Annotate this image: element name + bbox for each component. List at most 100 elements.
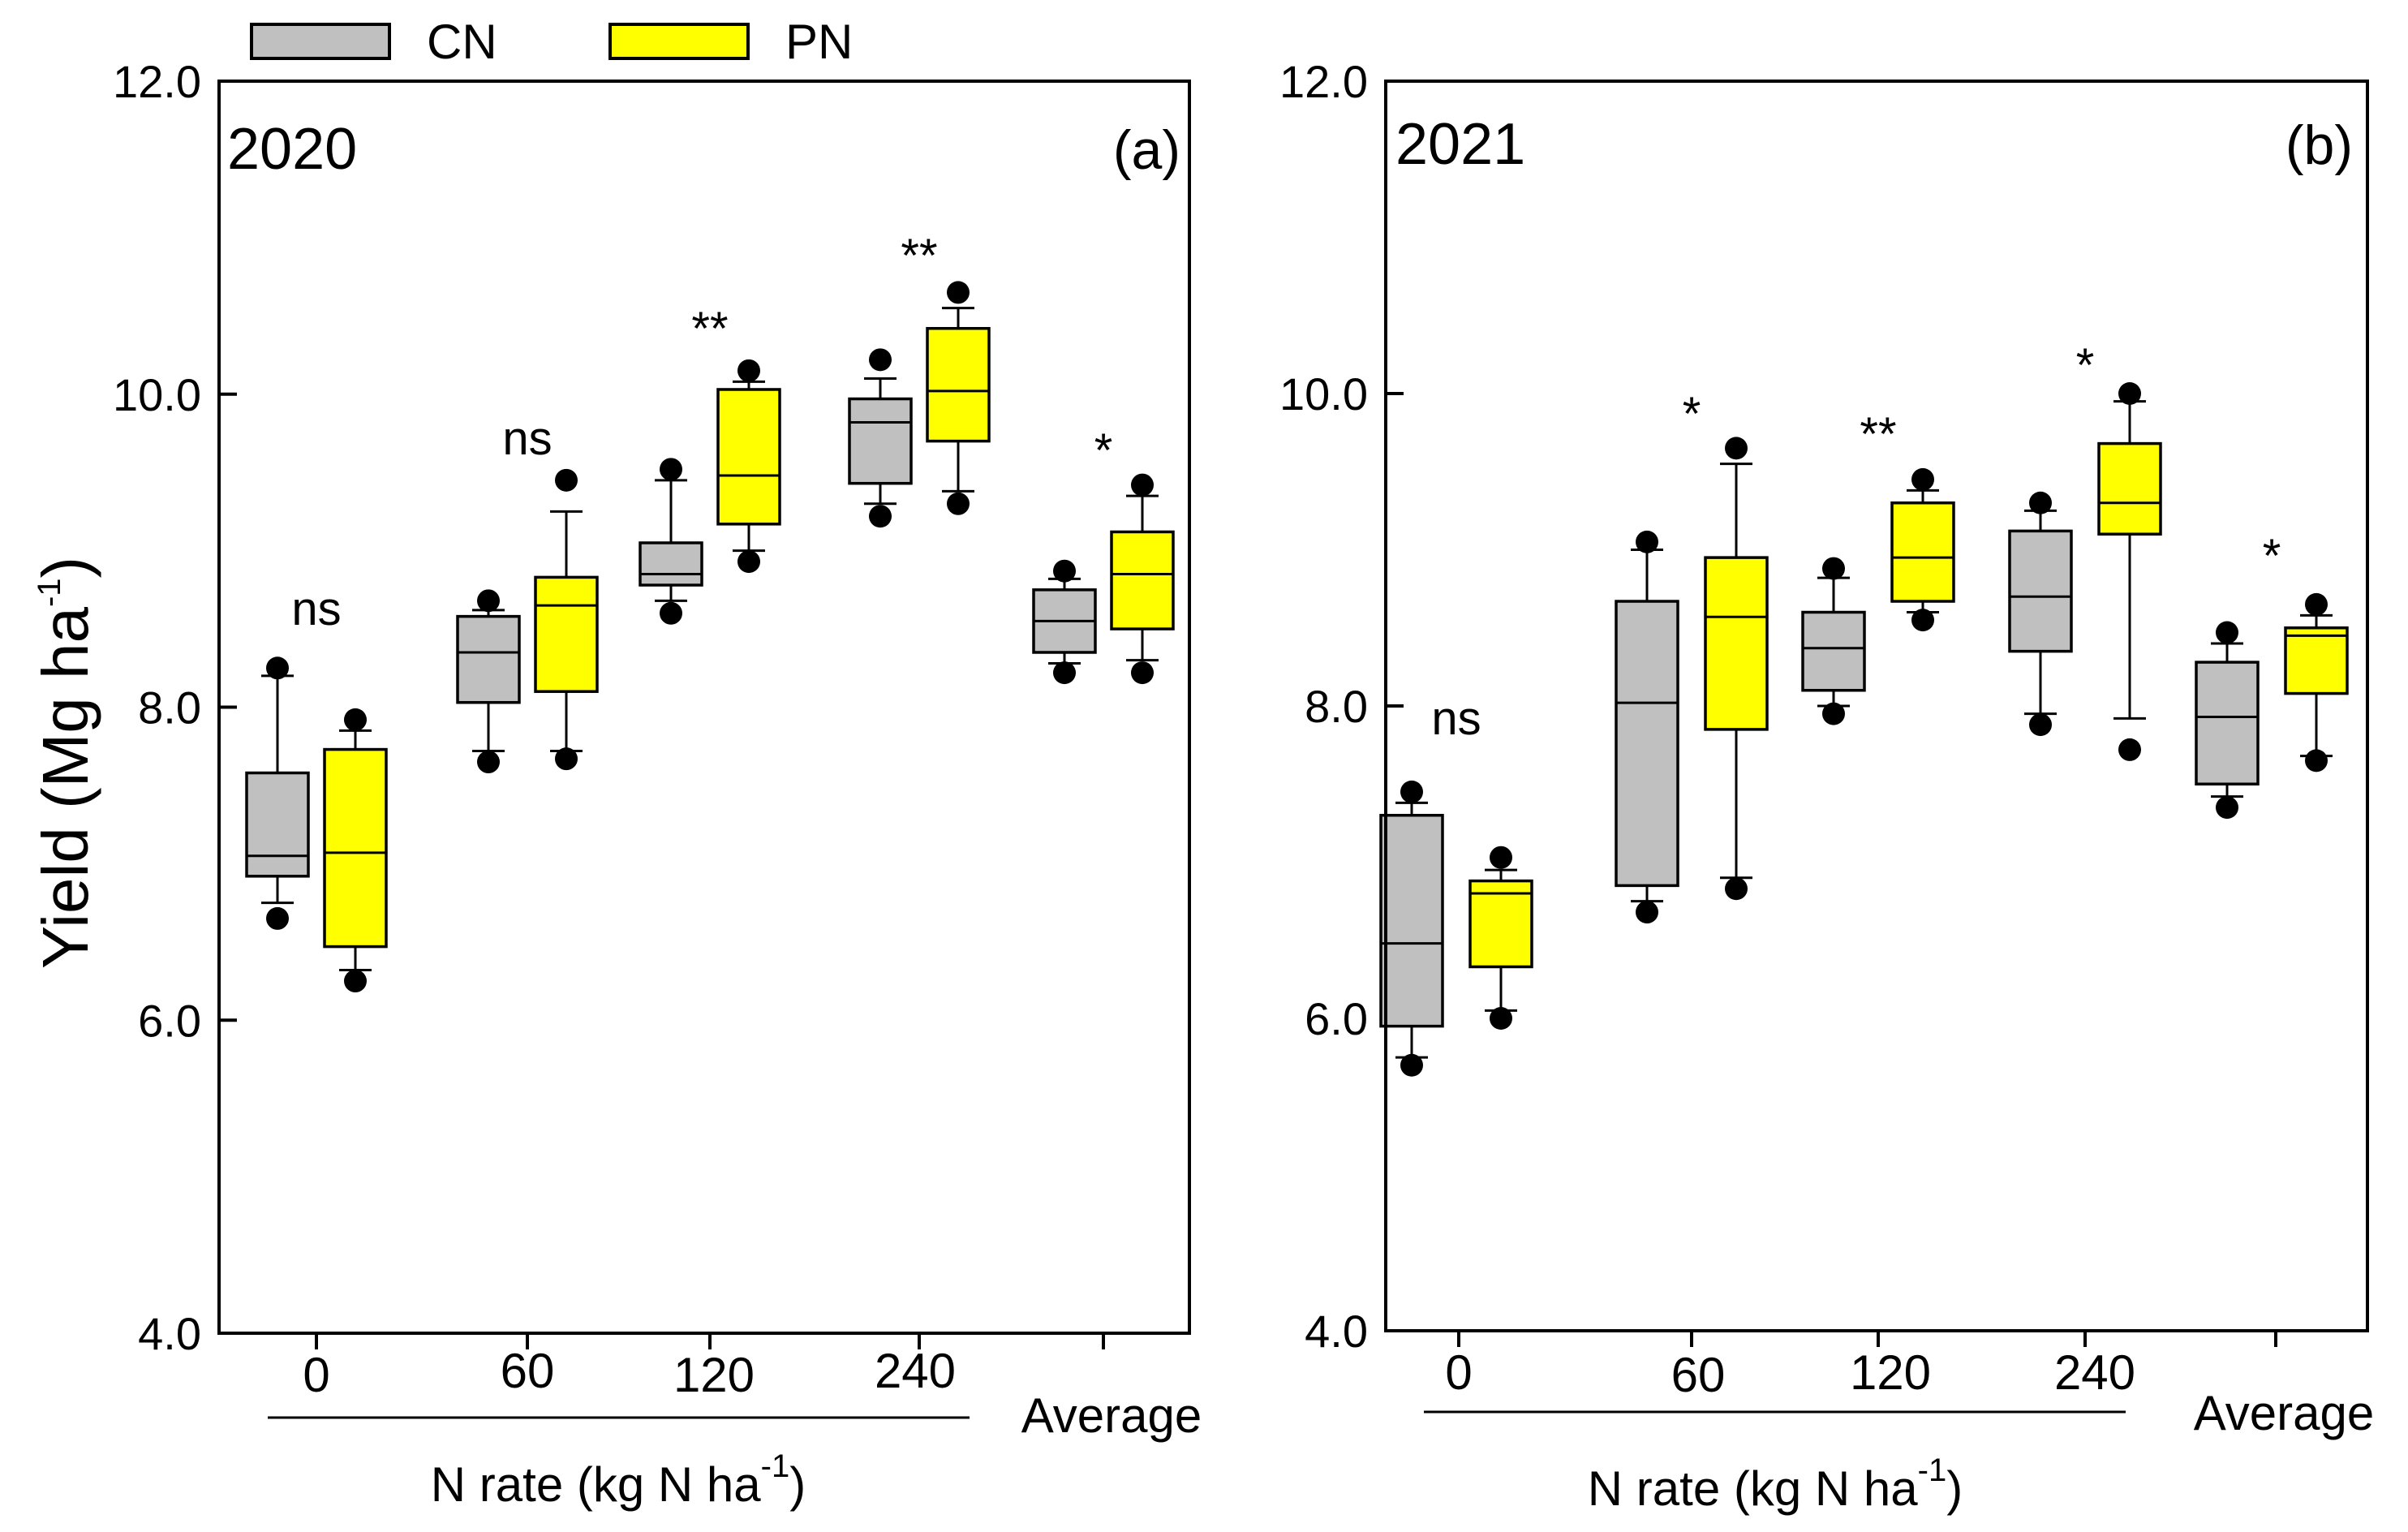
panel-2020-cn-box xyxy=(245,771,310,878)
panel-2020-pn-outlier xyxy=(737,550,760,574)
panel-2020-pn-outlier xyxy=(1131,661,1154,685)
legend-label-pn: PN xyxy=(785,15,853,69)
panel-2020-x-axis-label-sup: -1 xyxy=(761,1448,790,1484)
panel-2021-cn-outlier xyxy=(1400,780,1423,803)
panel-2020-cn-box xyxy=(848,397,913,485)
panel-2020-cn-box xyxy=(456,614,521,704)
panel-2020-cn-outlier xyxy=(660,601,682,625)
panel-2021-pn-box xyxy=(2284,626,2349,695)
panel-2020-category-label: 240 xyxy=(875,1344,956,1398)
panel-2021-significance-label: ** xyxy=(1860,408,1896,461)
panel-2020-x-axis-label: N rate (kg N ha-1) xyxy=(431,1448,806,1512)
panel-2020: 4.06.08.010.012.00 60 120 240Averagensns***… xyxy=(113,56,1202,1512)
panel-2020-cn-outlier xyxy=(869,505,892,528)
panel-2020-ytick-label: 4.0 xyxy=(138,1308,201,1359)
panel-2021-cn-box xyxy=(1379,814,1444,1028)
panel-2020-significance-label: ** xyxy=(901,230,937,282)
panel-2021-cn-box xyxy=(1615,600,1679,888)
panel-2021-pn-box xyxy=(1468,879,1533,969)
panel-2021-cn-outlier xyxy=(2216,796,2238,820)
panel-2020-pn-box xyxy=(926,326,991,443)
panel-2021-significance-label: * xyxy=(1683,388,1701,441)
panel-2020-pn-outlier xyxy=(947,281,970,304)
panel-2021-pn-outlier xyxy=(1725,437,1748,460)
panel-2020-pn-outlier xyxy=(344,708,367,731)
panel-2020-category-label: 60 xyxy=(501,1344,555,1398)
panel-2020-frame xyxy=(217,80,1191,1335)
legend: CN PN xyxy=(250,15,853,69)
panel-2021-cn-box xyxy=(2195,661,2260,785)
panel-2021-category-label: 60 xyxy=(1671,1348,1726,1402)
panel-2021-cn-outlier xyxy=(1400,1053,1423,1077)
panel-2021-x-axis-label: N rate (kg N ha-1) xyxy=(1588,1452,1963,1516)
panel-2021-pn-outlier xyxy=(1911,609,1934,632)
panel-2020-marks: 4.06.08.010.012.00 60 120 240Averagensns***… xyxy=(113,56,1202,1443)
panel-2020-significance-label: ns xyxy=(502,412,552,465)
panel-2021-cn-box xyxy=(2008,529,2073,653)
panel-2020-category-label: 0 xyxy=(303,1348,329,1402)
panel-2020-x-axis-label-close: ) xyxy=(789,1457,806,1512)
panel-2021-category-label: 120 xyxy=(1850,1345,1931,1400)
legend-label-cn: CN xyxy=(427,15,497,69)
panel-2021-significance-label: * xyxy=(2076,339,2095,392)
panel-2021-pn-outlier xyxy=(2305,749,2328,772)
panel-2020-ytick-label: 6.0 xyxy=(138,995,201,1046)
panel-2021-letter: (b) xyxy=(2285,114,2353,176)
panel-2021-ytick-label: 12.0 xyxy=(1279,56,1368,107)
panel-2021-year: 2021 xyxy=(1395,112,1525,177)
legend-swatch-pn xyxy=(608,23,750,60)
panel-2021-pn-box xyxy=(2097,441,2162,536)
panel-2021-pn-outlier xyxy=(2118,738,2141,761)
panel-2021-cn-outlier xyxy=(2029,713,2052,737)
panel-2021-x-axis-label-main: N rate (kg N ha xyxy=(1588,1461,1918,1516)
panel-2020-pn-box xyxy=(323,747,388,949)
panel-2020-cn-outlier xyxy=(266,656,289,680)
panel-2021-cn-outlier xyxy=(2216,621,2238,644)
panel-2020-pn-box xyxy=(716,388,781,526)
y-axis-label-main: Yield (Mg ha xyxy=(29,607,101,970)
panel-2021-pn-outlier xyxy=(1490,846,1512,869)
panel-2020-cn-outlier xyxy=(1053,661,1076,685)
panel-2020-category-label: Average xyxy=(1021,1388,1202,1443)
panel-2020-pn-box xyxy=(1110,530,1175,630)
panel-2020-pn-box xyxy=(534,575,599,693)
legend-swatch-cn xyxy=(250,23,391,60)
panel-2020-pn-outlier xyxy=(1131,473,1154,497)
panel-2021-pn-outlier xyxy=(2118,382,2141,405)
panel-2021-pn-outlier xyxy=(2305,592,2328,616)
panel-2020-ytick-label: 8.0 xyxy=(138,682,201,734)
panel-2020-ytick-label: 10.0 xyxy=(113,369,201,420)
panel-2020-significance-label: * xyxy=(1094,424,1113,477)
panel-2020-cn-outlier xyxy=(477,751,500,774)
panel-2021-pn-box xyxy=(1704,556,1769,731)
panel-2021-category-label: 0 xyxy=(1445,1345,1472,1400)
panel-2020-significance-label: ns xyxy=(291,583,341,635)
panel-2020-cn-outlier xyxy=(869,348,892,372)
panel-2020-year: 2020 xyxy=(227,117,357,182)
panel-2021-pn-box xyxy=(1890,501,1955,603)
panel-2021-ytick-label: 8.0 xyxy=(1305,681,1368,732)
panel-2021-significance-label: ns xyxy=(1431,692,1481,745)
panel-2021-cn-outlier xyxy=(1822,557,1845,580)
panel-2020-pn-outlier xyxy=(947,492,970,515)
panel-2020-pn-outlier xyxy=(555,747,578,771)
panel-2021-pn-outlier xyxy=(1490,1007,1512,1030)
panel-2021-category-label: 240 xyxy=(2054,1345,2135,1400)
panel-2021-ytick-label: 4.0 xyxy=(1305,1306,1368,1357)
y-axis-label: Yield (Mg ha-1) xyxy=(29,557,101,969)
panel-2021-ytick-label: 10.0 xyxy=(1279,368,1368,420)
panel-2020-significance-label: ** xyxy=(691,303,728,355)
panel-2020-cn-outlier xyxy=(1053,559,1076,583)
panel-2020-cn-box xyxy=(639,541,703,587)
panel-2021-cn-box xyxy=(1801,610,1866,692)
panel-2021-ytick-label: 6.0 xyxy=(1305,993,1368,1044)
panel-2021-significance-label: * xyxy=(2263,530,2281,583)
panel-2020-cn-outlier xyxy=(266,906,289,930)
panel-2020-letter: (a) xyxy=(1113,119,1180,181)
panel-2021-cn-outlier xyxy=(2029,491,2052,514)
panel-2020-pn-outlier xyxy=(555,468,578,492)
panel-2020-pn-outlier xyxy=(344,970,367,993)
